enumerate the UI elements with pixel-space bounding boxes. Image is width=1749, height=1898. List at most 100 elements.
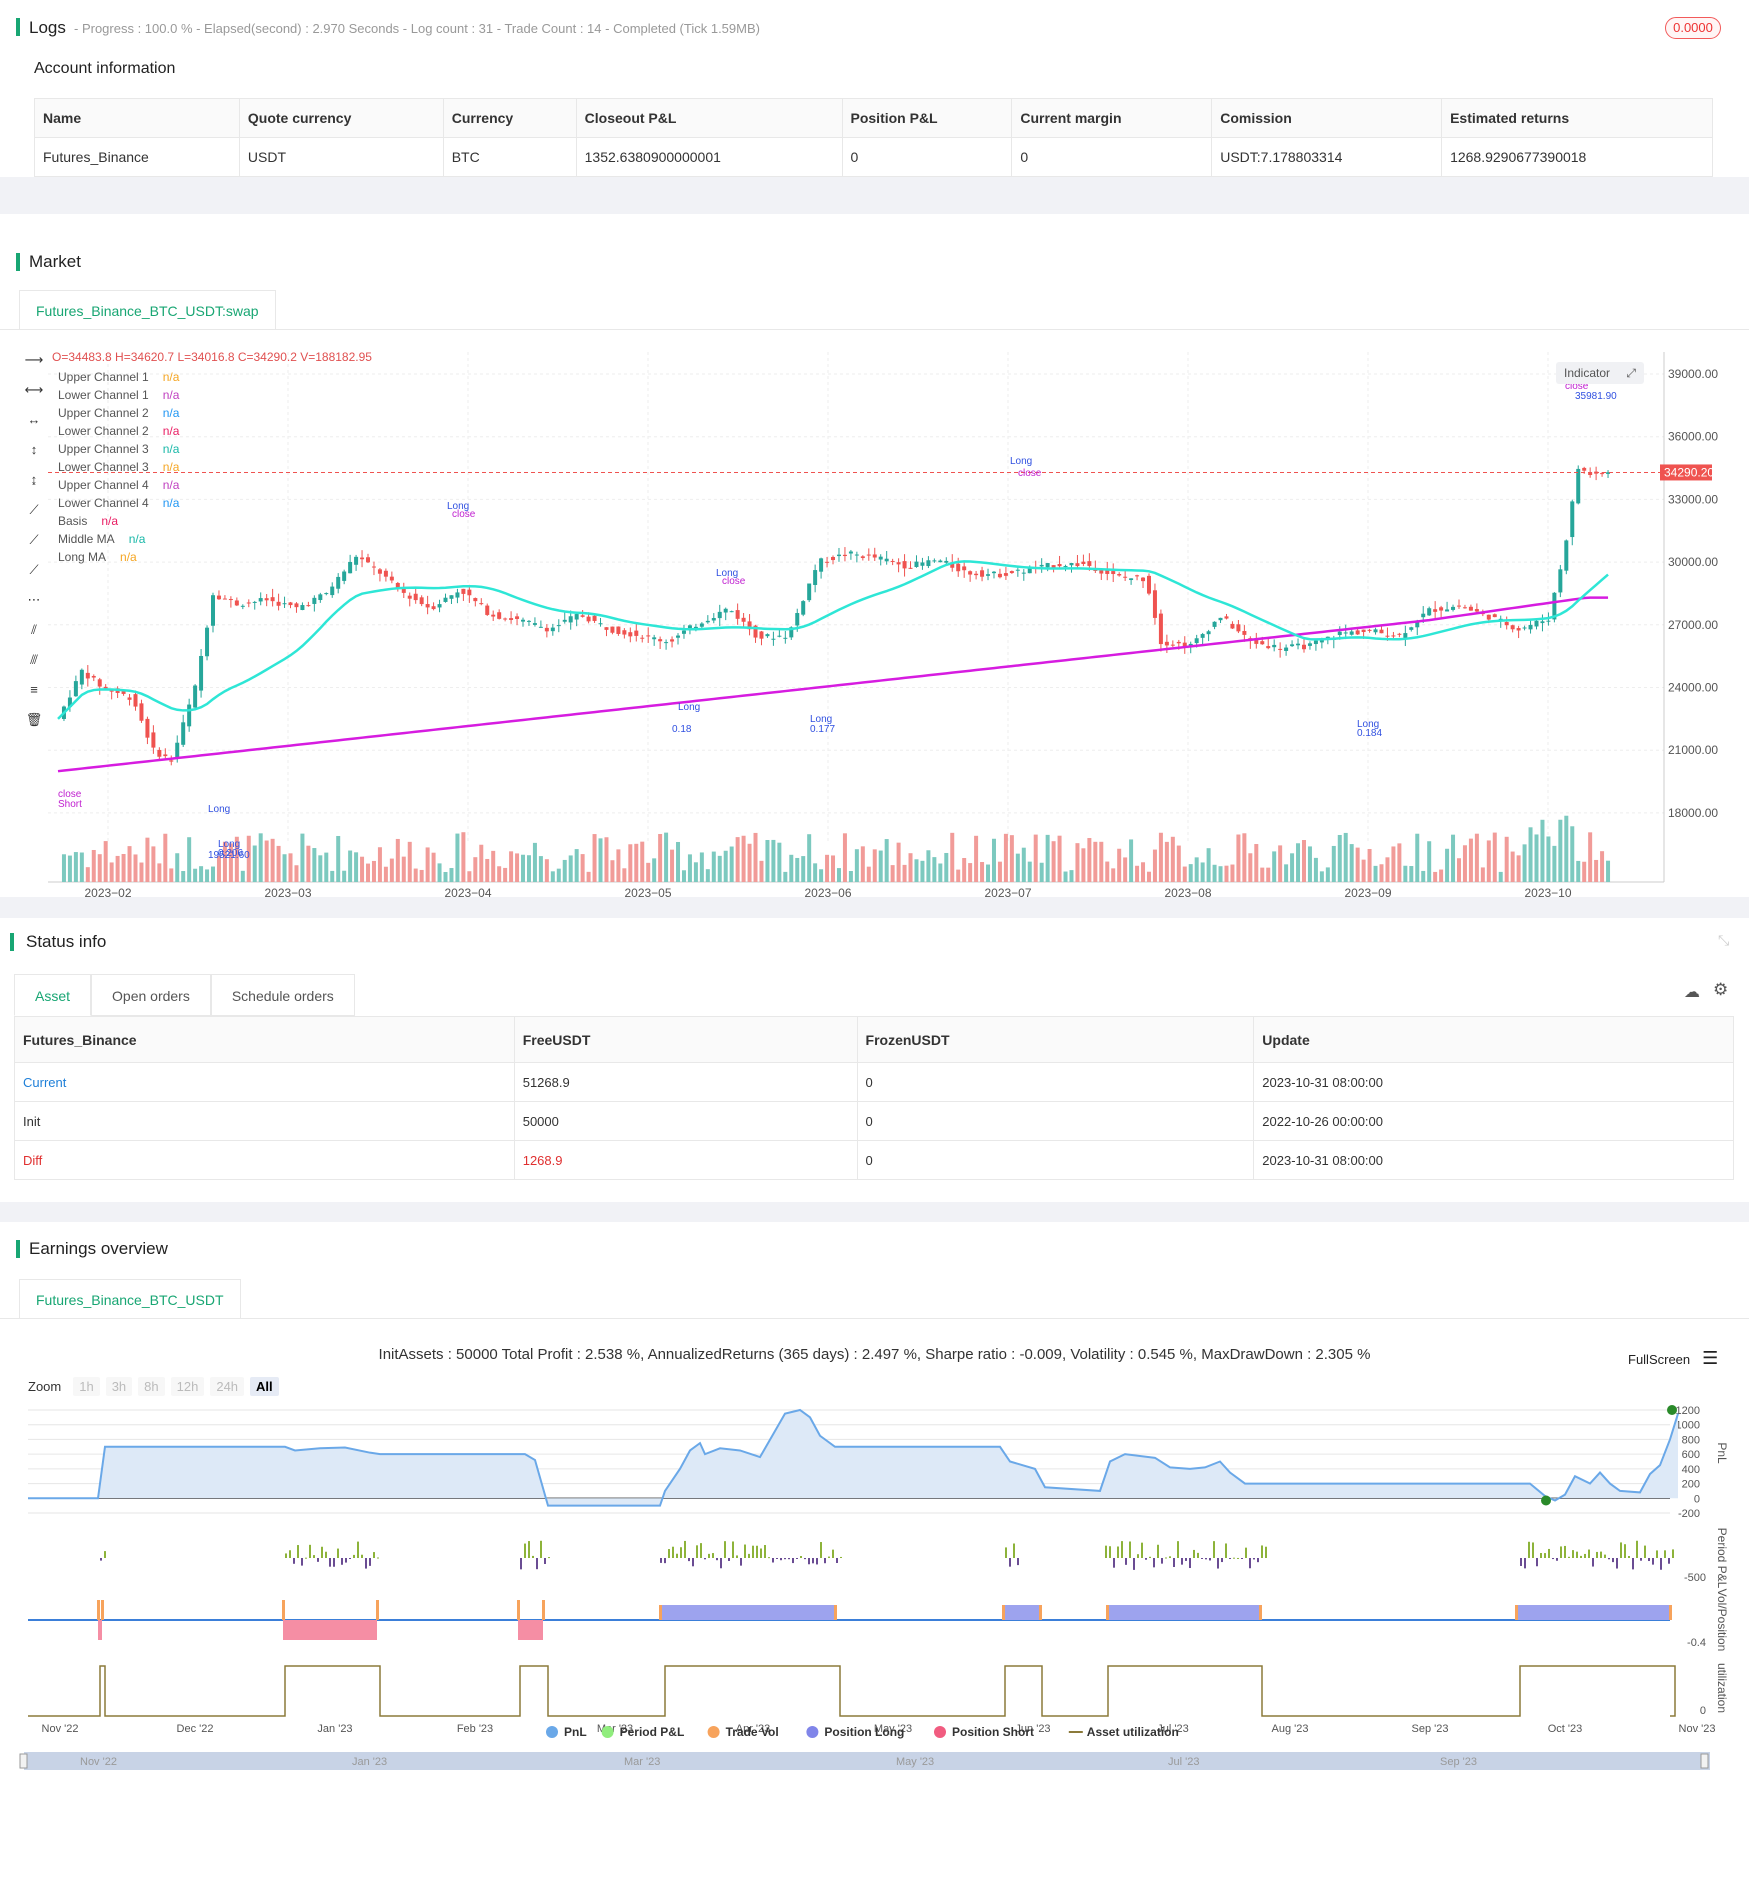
drawing-tool-icon[interactable]: ⋯ xyxy=(27,592,41,607)
zoom-24h-button[interactable]: 24h xyxy=(210,1377,245,1396)
drawing-tool-icon[interactable]: ≡ xyxy=(30,682,38,697)
legend-item[interactable]: Lower Channel 1 n/a xyxy=(58,386,179,404)
period-pnl-bar xyxy=(1644,1545,1646,1558)
zoom-3h-button[interactable]: 3h xyxy=(105,1377,133,1396)
menu-icon[interactable]: ☰ xyxy=(1702,1348,1719,1368)
legend-item[interactable]: Middle MA n/a xyxy=(58,530,179,548)
drawing-tool-icon[interactable]: ↨ xyxy=(30,472,38,487)
asset-cell: 2023-10-31 08:00:00 xyxy=(1253,1062,1734,1102)
settings-gear-icon[interactable]: ⚙ xyxy=(1713,980,1729,999)
candle-body xyxy=(1099,570,1104,574)
drawing-tool-icon[interactable]: ⟋ xyxy=(29,502,39,517)
account-cell: BTC xyxy=(442,137,577,177)
drawing-tool-icon[interactable]: 🗑 xyxy=(25,712,43,727)
drawing-tool-icon[interactable]: ↔ xyxy=(27,412,41,427)
navigator-range[interactable] xyxy=(24,1752,1710,1770)
trade-vol-bar xyxy=(376,1600,379,1620)
pnl-tick-label: 1000 xyxy=(1676,1420,1700,1432)
candle-body xyxy=(980,570,985,577)
legend-item[interactable]: Long MA n/a xyxy=(58,548,179,566)
legend-item[interactable]: Period P&L xyxy=(601,1725,685,1739)
cloud-download-icon[interactable]: ☁ xyxy=(1684,984,1700,1001)
candle-body xyxy=(1540,621,1545,624)
legend-item[interactable]: Lower Channel 2 n/a xyxy=(58,422,179,440)
candle-body xyxy=(139,703,144,721)
zoom-8h-button[interactable]: 8h xyxy=(138,1377,165,1396)
drawing-tool-icon[interactable]: ⟋ xyxy=(29,532,39,547)
volume-bar xyxy=(211,866,216,882)
candle-body xyxy=(336,576,341,589)
x-tick-label: Apr '23 xyxy=(736,1723,771,1735)
period-pnl-bar xyxy=(297,1545,299,1558)
zoom-12h-button[interactable]: 12h xyxy=(170,1377,205,1396)
util-tick-label: 0 xyxy=(1700,1705,1706,1717)
period-pnl-bar xyxy=(1193,1549,1195,1558)
candle-body xyxy=(556,625,561,627)
candle-body xyxy=(1266,646,1271,649)
position-short-block xyxy=(518,1620,543,1640)
legend-item[interactable]: Trade Vol xyxy=(707,1725,779,1739)
volume-bar xyxy=(1206,848,1211,882)
candle-body xyxy=(634,630,639,636)
period-pnl-bar xyxy=(1009,1558,1011,1567)
period-pnl-bar xyxy=(540,1540,542,1558)
period-pnl-bar xyxy=(1213,1541,1215,1558)
candle-body xyxy=(831,556,836,561)
legend-item[interactable]: Basis n/a xyxy=(58,512,179,530)
period-pnl-bar xyxy=(301,1558,303,1566)
volume-bar xyxy=(127,846,132,882)
legend-item[interactable]: Asset utilization xyxy=(1068,1725,1179,1739)
volume-bar xyxy=(1230,864,1235,882)
legend-symbol xyxy=(546,1726,558,1738)
expand-icon[interactable]: ⤢ xyxy=(1626,366,1636,380)
period-pnl-bar xyxy=(1592,1558,1594,1567)
indicator-button[interactable]: Indicator ⤢ xyxy=(1556,362,1644,384)
drawing-tool-icon[interactable]: ⟶ xyxy=(24,352,44,367)
volume-bar xyxy=(270,838,275,882)
legend-label: Lower Channel 1 xyxy=(58,388,149,402)
legend-item[interactable]: PnL xyxy=(546,1725,587,1739)
status-tab-asset[interactable]: Asset xyxy=(14,974,92,1016)
legend-item[interactable]: Position Short xyxy=(934,1725,1034,1739)
period-pnl-bar xyxy=(1612,1558,1614,1563)
legend-item[interactable]: Lower Channel 3 n/a xyxy=(58,458,179,476)
legend-item[interactable]: Upper Channel 4 n/a xyxy=(58,476,179,494)
volume-bar xyxy=(91,849,96,882)
period-pnl-bar xyxy=(720,1558,722,1569)
drawing-tool-icon[interactable]: ⫽ xyxy=(31,622,37,637)
panel-axis-label: Vol/Position xyxy=(1715,1589,1729,1652)
drawing-tool-icon[interactable]: ⫻ xyxy=(30,652,38,667)
navigator-handle-left[interactable] xyxy=(19,1753,28,1769)
account-col-header: Current margin xyxy=(1011,98,1213,138)
volume-bar xyxy=(687,854,692,882)
collapse-icon[interactable]: ⤡ xyxy=(1718,932,1730,948)
earnings-symbol-tab[interactable]: Futures_Binance_BTC_USDT xyxy=(19,1279,241,1319)
volume-bar xyxy=(491,850,496,882)
volume-bar xyxy=(652,858,657,882)
status-tab-schedule-orders[interactable]: Schedule orders xyxy=(210,974,355,1016)
volume-bar xyxy=(783,871,788,882)
volume-bar xyxy=(1099,841,1104,882)
volume-bar xyxy=(1248,853,1253,882)
legend-item[interactable]: Position Long xyxy=(806,1725,904,1739)
fullscreen-button[interactable]: FullScreen ☰ xyxy=(1628,1348,1718,1369)
zoom-All-button[interactable]: All xyxy=(250,1377,279,1396)
drawing-tool-icon[interactable]: ⟷ xyxy=(24,382,44,397)
legend-item[interactable]: Lower Channel 4 n/a xyxy=(58,494,179,512)
legend-item[interactable]: Upper Channel 2 n/a xyxy=(58,404,179,422)
volume-bar xyxy=(848,871,853,882)
candle-body xyxy=(175,742,180,758)
zoom-1h-button[interactable]: 1h xyxy=(73,1377,100,1396)
volume-bar xyxy=(419,869,424,882)
legend-label: PnL xyxy=(564,1725,587,1739)
candle-body xyxy=(491,614,496,617)
drawing-tool-icon[interactable]: ⟋ xyxy=(29,562,39,577)
volume-bar xyxy=(842,833,847,882)
status-tab-open-orders[interactable]: Open orders xyxy=(91,974,211,1016)
legend-item[interactable]: Upper Channel 3 n/a xyxy=(58,440,179,458)
drawing-tool-icon[interactable]: ↕ xyxy=(30,442,38,457)
candle-body xyxy=(431,606,436,610)
navigator-handle-right[interactable] xyxy=(1700,1753,1709,1769)
market-symbol-tab[interactable]: Futures_Binance_BTC_USDT:swap xyxy=(19,290,276,330)
legend-item[interactable]: Upper Channel 1 n/a xyxy=(58,368,179,386)
